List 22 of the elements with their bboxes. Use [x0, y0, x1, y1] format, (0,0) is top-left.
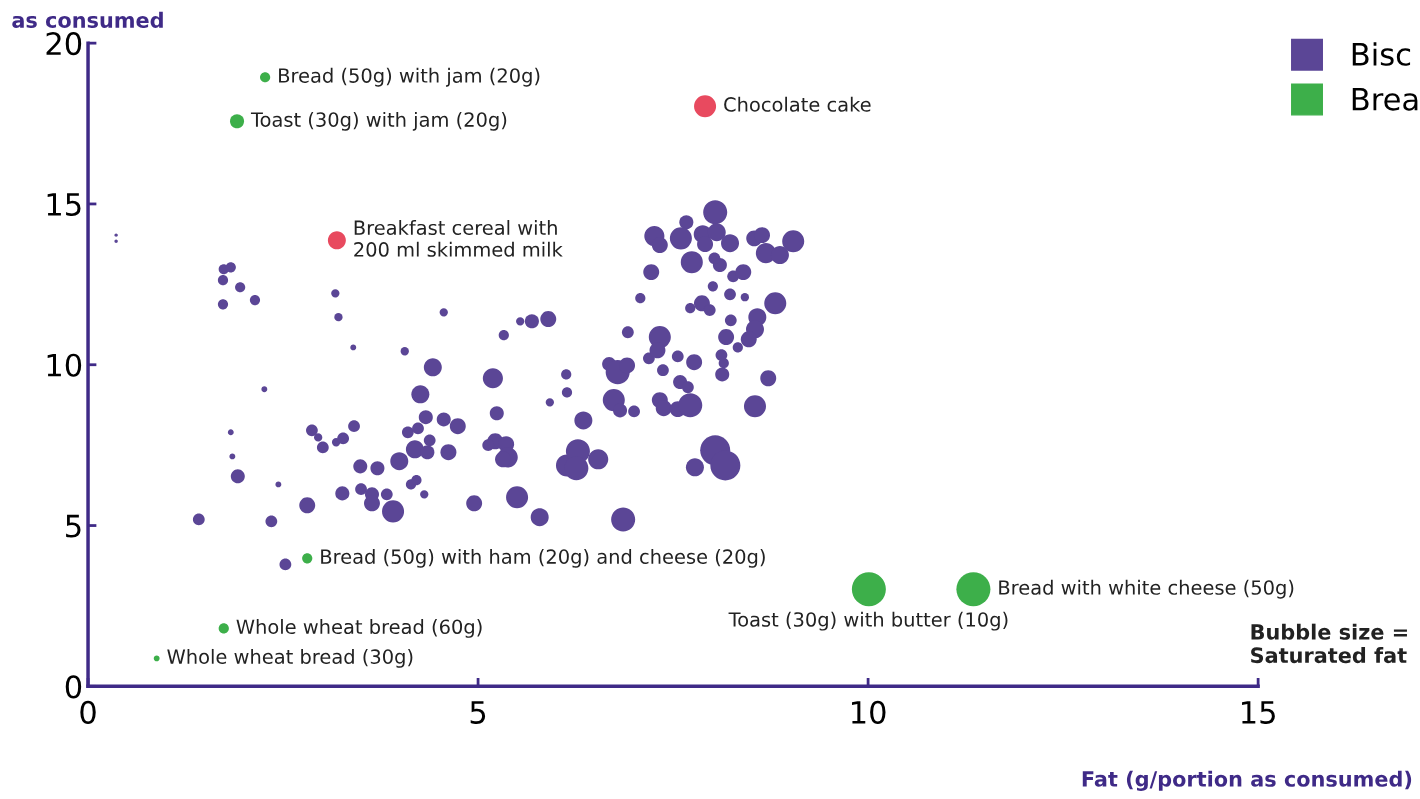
y-tick-label: 10	[47, 353, 82, 377]
x-tick-label: 10	[852, 700, 886, 724]
y-tick-label: 0	[65, 675, 82, 699]
annotation: Toast (30g) with butter (10g)	[728, 611, 1008, 631]
annotation: Whole wheat bread (30g)	[167, 648, 413, 668]
y-tick-label: 20	[46, 32, 82, 56]
y-tick-label: 5	[66, 514, 81, 538]
x-tick-label: 15	[1242, 701, 1275, 724]
annotation: Bread (50g) with jam (20g)	[279, 67, 540, 87]
y-axis-title: as consumed	[12, 11, 163, 28]
annotation: Bread with white cheese (50g)	[999, 579, 1294, 599]
y-tick-label: 15	[47, 193, 81, 216]
annotation: Bread (50g) with ham (20g) and cheese (20g)	[321, 548, 765, 568]
legend-label: Bisc	[1352, 42, 1411, 66]
x-axis-title: Fat (g/portion as consumed)	[1082, 770, 1412, 792]
x-tick-label: 5	[470, 701, 486, 724]
annotation: Toast (30g) with jam (20g)	[250, 111, 507, 131]
legend-label: Brea	[1352, 87, 1418, 111]
annotation: Breakfast cereal with 200 ml skimmed milk	[354, 219, 563, 257]
annotation: Chocolate cake	[724, 96, 871, 112]
annotation: Bubble size = Saturated fat	[1251, 623, 1407, 664]
annotation: Whole wheat bread (60g)	[236, 619, 482, 638]
